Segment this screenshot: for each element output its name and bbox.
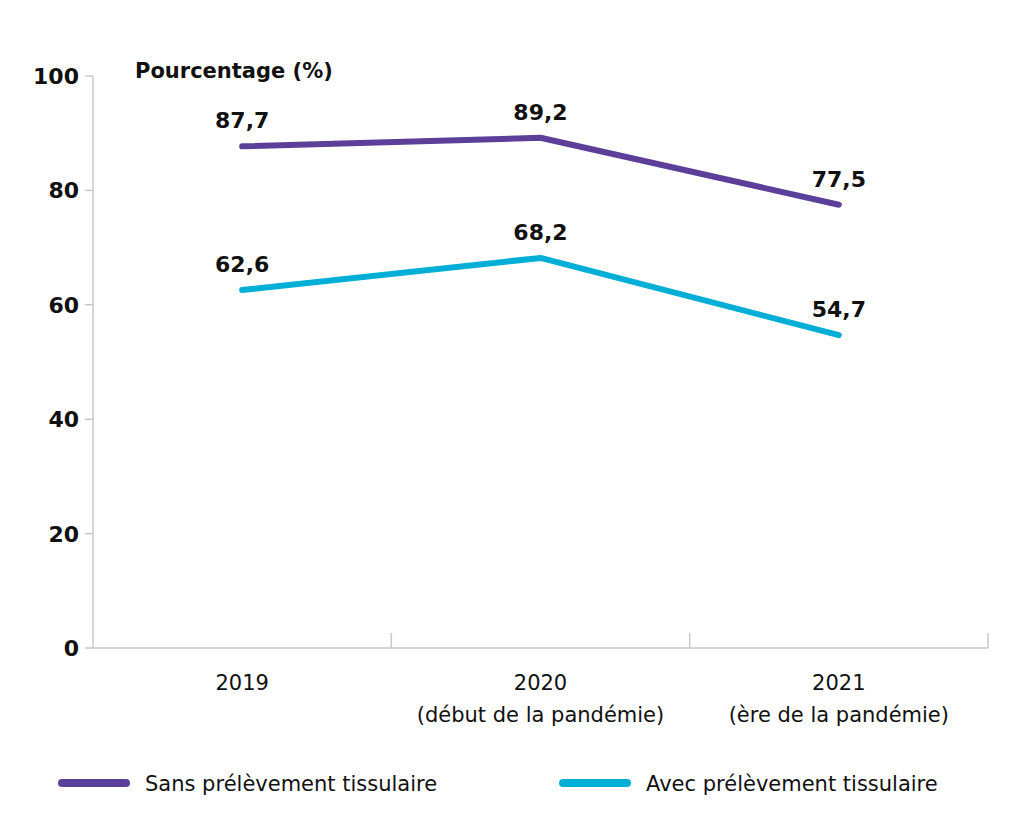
data-label: 87,7	[215, 108, 269, 133]
legend-swatch	[62, 779, 126, 787]
legend-swatch	[563, 779, 627, 787]
y-tick-label: 20	[48, 522, 79, 547]
x-tick-label-line: 2019	[215, 671, 268, 695]
y-tick-label: 0	[64, 636, 79, 661]
y-tick	[85, 304, 93, 306]
series-line	[242, 138, 839, 205]
y-tick	[85, 75, 93, 77]
x-tick	[391, 633, 393, 648]
data-label: 62,6	[215, 252, 269, 277]
x-axis	[93, 647, 988, 649]
x-tick-label-line: (ère de la pandémie)	[729, 703, 949, 727]
legend-label: Avec prélèvement tissulaire	[646, 772, 938, 796]
y-tick-label: 80	[48, 178, 79, 203]
y-tick-label: 100	[33, 64, 79, 89]
x-tick	[689, 633, 691, 648]
x-tick-label: 2021 (ère de la pandémie)	[729, 671, 949, 727]
plot-marks	[242, 138, 839, 335]
data-label: 68,2	[513, 220, 567, 245]
x-tick-label-line: 2021	[812, 671, 865, 695]
data-label: 54,7	[812, 297, 866, 322]
series-line	[242, 258, 839, 335]
chart: 0 20 40 60 80 100 Pourcentage (%) 2019 2020 (débu…	[0, 0, 1017, 831]
data-label: 89,2	[513, 100, 567, 125]
y-tick	[85, 647, 93, 649]
y-axis	[92, 76, 94, 648]
legend-label: Sans prélèvement tissulaire	[145, 772, 437, 796]
y-tick-label: 40	[48, 407, 79, 432]
y-tick	[85, 533, 93, 535]
x-tick	[987, 633, 989, 648]
x-tick-label-line: (début de la pandémie)	[417, 703, 664, 727]
y-axis-label: Pourcentage (%)	[135, 59, 333, 83]
x-tick-label: 2020 (début de la pandémie)	[417, 671, 664, 727]
y-tick	[85, 190, 93, 192]
y-tick	[85, 418, 93, 420]
data-label: 77,5	[812, 167, 866, 192]
x-tick-label-line: 2020	[514, 671, 567, 695]
x-tick-label: 2019	[215, 671, 268, 695]
y-tick-label: 60	[48, 293, 79, 318]
